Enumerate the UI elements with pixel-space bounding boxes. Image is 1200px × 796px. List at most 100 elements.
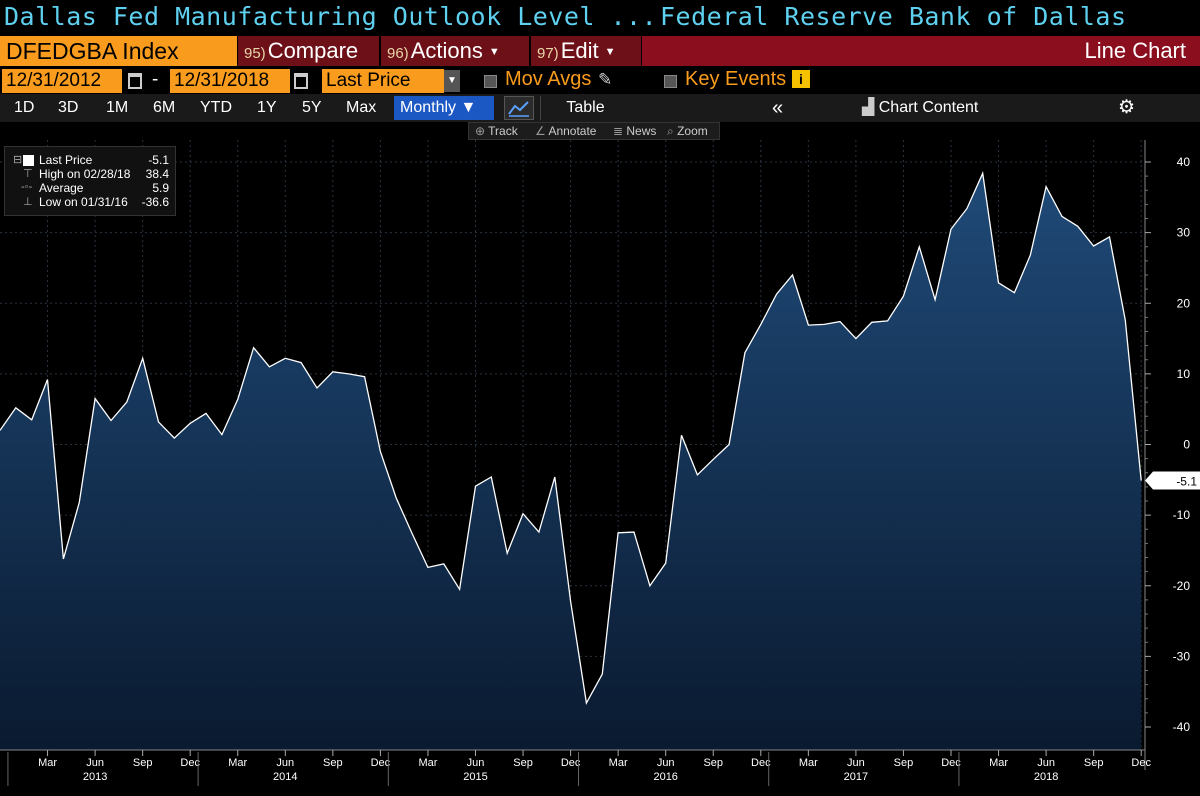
start-date-input[interactable]: 12/31/2012 <box>2 69 122 93</box>
field-dropdown-icon[interactable]: ▼ <box>444 70 460 92</box>
tab-3d[interactable]: 3D <box>58 99 79 116</box>
mov-avgs-checkbox[interactable] <box>484 75 497 88</box>
end-date-input[interactable]: 12/31/2018 <box>170 69 290 93</box>
zoom-button[interactable]: ⌕ Zoom <box>667 124 708 139</box>
legend-low-label: Low on 01/31/16 <box>39 195 128 209</box>
series-line[interactable] <box>0 170 1142 705</box>
table-button[interactable]: Table <box>540 96 630 120</box>
news-icon: ≣ <box>613 124 627 138</box>
actions-number: 96) <box>387 45 409 62</box>
x-month-label: Mar <box>799 757 818 769</box>
data-source: Federal Reserve Bank of Dallas <box>660 2 1127 31</box>
legend-low: ⊥ Low on 01/31/16 -36.6 <box>9 195 173 209</box>
tab-ytd[interactable]: YTD <box>200 99 232 116</box>
x-year-label: 2017 <box>844 771 868 783</box>
chart-content-label: Chart Content <box>878 99 979 116</box>
command-bar: DFEDGBA Index 95)Compare 96)Actions ▼ 97)… <box>0 36 1200 66</box>
frequency-select[interactable]: Monthly ▼ <box>394 96 494 120</box>
x-year-label: 2015 <box>463 771 487 783</box>
line-chart[interactable]: -40 -30 -20 -10 0 10 20 30 40 -5.1 Mar Jun Sep Dec Mar… <box>0 140 1200 796</box>
last-price-swatch <box>23 155 34 166</box>
x-month-label: Dec <box>1131 757 1151 769</box>
annotate-icon: ∠ <box>535 124 549 138</box>
tab-max[interactable]: Max <box>346 99 377 116</box>
chart-content-button[interactable]: ▟ Chart Content <box>862 96 978 120</box>
legend-average-value: 5.9 <box>152 181 169 195</box>
x-month-label: Mar <box>989 757 1008 769</box>
x-month-label: Dec <box>371 757 391 769</box>
y-tick-label: -30 <box>1173 649 1191 663</box>
info-icon[interactable]: i <box>792 70 810 88</box>
date-separator: - <box>152 69 159 90</box>
mov-avgs-label: Mov Avgs <box>505 68 592 90</box>
view-bar: Line Chart <box>642 36 1200 66</box>
legend-average: -◦- Average 5.9 <box>9 181 173 195</box>
key-events-label: Key Events <box>685 68 787 90</box>
legend-last-price-value: -5.1 <box>148 153 169 167</box>
zoom-icon: ⌕ <box>667 124 678 138</box>
x-month-label: Jun <box>276 757 294 769</box>
tab-6m[interactable]: 6M <box>153 99 176 116</box>
tab-1m[interactable]: 1M <box>106 99 129 116</box>
ticker-field[interactable]: DFEDGBA Index <box>0 36 237 66</box>
x-month-label: Sep <box>323 757 343 769</box>
compare-number: 95) <box>244 45 266 62</box>
key-events-checkbox[interactable] <box>664 75 677 88</box>
high-marker-icon: ⊤ <box>23 168 33 180</box>
x-year-label: 2013 <box>83 771 107 783</box>
line-chart-icon[interactable] <box>504 96 534 120</box>
last-value-label: -5.1 <box>1176 475 1197 489</box>
field-select[interactable]: Last Price <box>322 69 444 93</box>
tab-1y[interactable]: 1Y <box>257 99 277 116</box>
x-month-label: Sep <box>894 757 914 769</box>
x-month-label: Sep <box>703 757 723 769</box>
collapse-icon[interactable]: « <box>772 97 784 119</box>
legend-collapse-icon: ⊟ <box>13 154 23 166</box>
security-name: Dallas Fed Manufacturing Outlook Level .… <box>4 2 658 31</box>
track-button[interactable]: ⊕ Track <box>475 124 518 138</box>
y-tick-label: -40 <box>1173 720 1191 734</box>
tab-5y[interactable]: 5Y <box>302 99 322 116</box>
chart-legend[interactable]: ⊟ Last Price -5.1 ⊤ High on 02/28/18 38.… <box>4 146 176 216</box>
actions-button[interactable]: 96)Actions ▼ <box>381 36 529 66</box>
x-month-label: Sep <box>513 757 533 769</box>
x-month-label: Dec <box>751 757 771 769</box>
end-calendar-icon[interactable] <box>294 73 308 89</box>
y-tick-label: -10 <box>1173 508 1191 522</box>
last-value-tag <box>1145 471 1200 490</box>
view-label[interactable]: Line Chart <box>1084 38 1186 63</box>
gear-icon[interactable]: ⚙ <box>1118 97 1136 118</box>
legend-average-label: Average <box>39 181 84 195</box>
compare-button[interactable]: 95)Compare <box>238 36 379 66</box>
legend-low-value: -36.6 <box>141 195 169 209</box>
edit-button[interactable]: 97)Edit ▼ <box>531 36 641 66</box>
edit-number: 97) <box>537 45 559 62</box>
annotate-button[interactable]: ∠ Annotate <box>535 124 596 138</box>
y-tick-label: 40 <box>1177 155 1191 169</box>
chart-toolbar: ⊕ Track ∠ Annotate ≣ News ⌕ Zoom <box>468 122 720 140</box>
zoom-label: Zoom <box>677 124 708 138</box>
edit-label: Edit <box>560 38 599 63</box>
track-label: Track <box>488 124 518 138</box>
compare-label: Compare <box>267 38 359 63</box>
news-button[interactable]: ≣ News <box>613 124 656 138</box>
x-month-label: Dec <box>941 757 961 769</box>
y-tick-label: -20 <box>1173 579 1191 593</box>
edit-caret-icon: ▼ <box>604 46 616 59</box>
x-month-label: Jun <box>1037 757 1055 769</box>
y-tick-label: 10 <box>1177 367 1191 381</box>
actions-label: Actions <box>410 38 483 63</box>
tab-1d[interactable]: 1D <box>14 99 35 116</box>
pencil-icon[interactable]: ✎ <box>598 70 613 89</box>
x-month-label: Mar <box>418 757 437 769</box>
x-month-label: Sep <box>133 757 153 769</box>
x-month-label: Jun <box>467 757 485 769</box>
x-month-label: Mar <box>609 757 628 769</box>
date-range-row: 12/31/2012 - 12/31/2018 Last Price ▼ Mov… <box>0 66 1200 94</box>
x-month-label: Jun <box>657 757 675 769</box>
x-month-label: Dec <box>180 757 200 769</box>
crosshair-icon: ⊕ <box>475 124 489 138</box>
x-year-label: 2016 <box>653 771 677 783</box>
start-calendar-icon[interactable] <box>128 73 142 89</box>
series-area <box>0 173 1142 751</box>
